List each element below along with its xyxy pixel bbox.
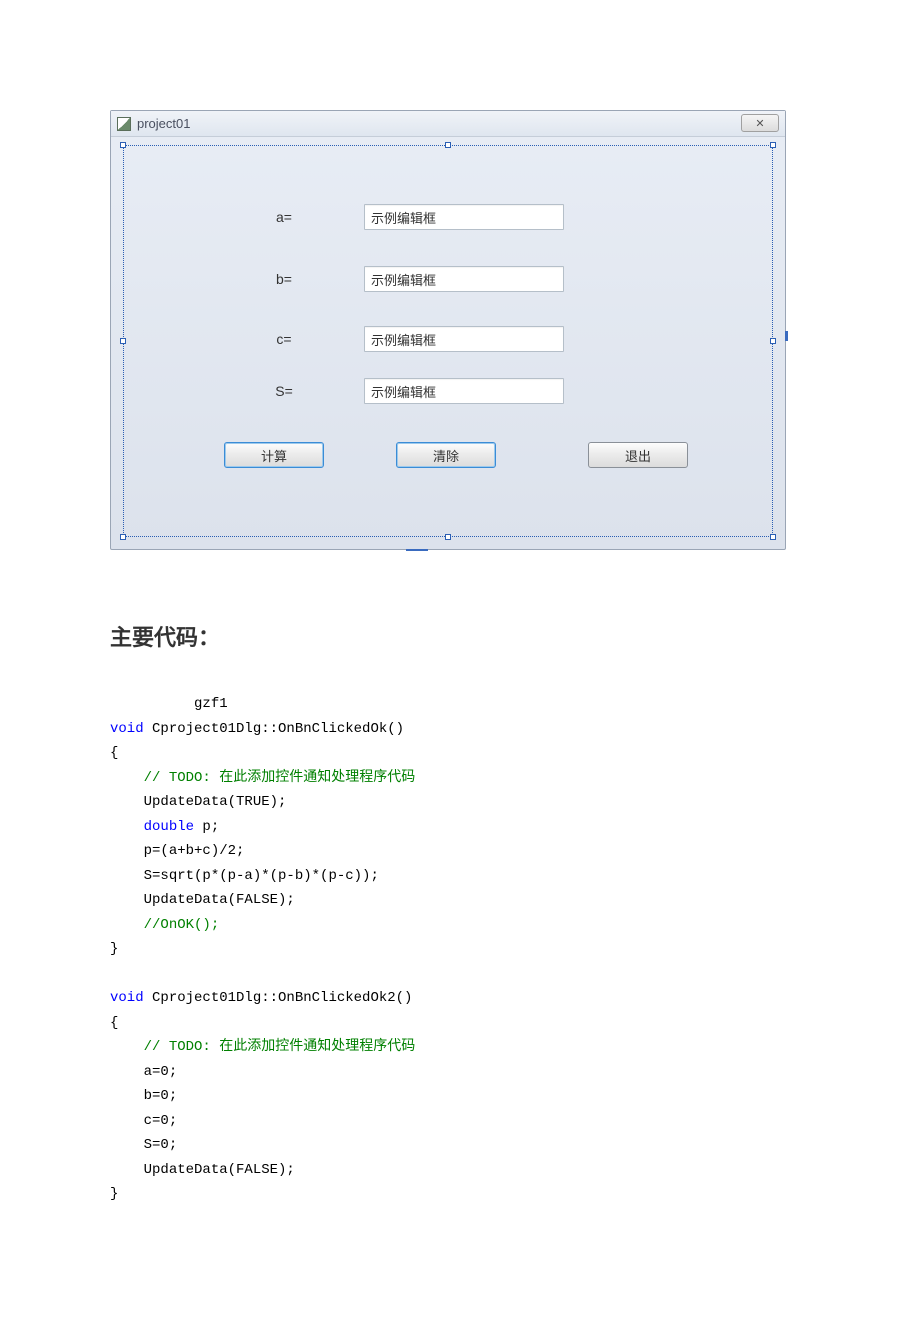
resize-handle-icon bbox=[770, 142, 776, 148]
label-s: S= bbox=[254, 383, 314, 399]
resize-handle-icon bbox=[120, 142, 126, 148]
row-a: a= 示例编辑框 bbox=[254, 204, 564, 230]
window-title: project01 bbox=[137, 116, 190, 131]
button-row: 计算 清除 退出 bbox=[124, 442, 772, 468]
label-b: b= bbox=[254, 271, 314, 287]
resize-handle-icon bbox=[445, 534, 451, 540]
row-s: S= 示例编辑框 bbox=[254, 378, 564, 404]
app-icon bbox=[117, 117, 131, 131]
code-block: gzf1 void Cproject01Dlg::OnBnClickedOk()… bbox=[110, 692, 810, 1207]
input-a[interactable]: 示例编辑框 bbox=[364, 204, 564, 230]
row-c: c= 示例编辑框 bbox=[254, 326, 564, 352]
input-c[interactable]: 示例编辑框 bbox=[364, 326, 564, 352]
close-icon: ✕ bbox=[755, 117, 764, 130]
resize-handle-icon bbox=[770, 338, 776, 344]
calculate-button[interactable]: 计算 bbox=[224, 442, 324, 468]
section-title: 主要代码： bbox=[110, 620, 810, 652]
title-bar: project01 ✕ bbox=[111, 111, 785, 137]
dialog-client-area: a= 示例编辑框 b= 示例编辑框 c= 示例编辑框 S= 示例编辑框 计算 清… bbox=[123, 145, 773, 537]
selection-marker-icon bbox=[406, 549, 428, 551]
label-c: c= bbox=[254, 331, 314, 347]
resize-handle-icon bbox=[120, 338, 126, 344]
resize-handle-icon bbox=[445, 142, 451, 148]
input-s[interactable]: 示例编辑框 bbox=[364, 378, 564, 404]
input-b[interactable]: 示例编辑框 bbox=[364, 266, 564, 292]
exit-button[interactable]: 退出 bbox=[588, 442, 688, 468]
dialog-window: project01 ✕ a= 示例编辑框 b= 示例编辑框 c= 示例编辑框 S… bbox=[110, 110, 786, 550]
row-b: b= 示例编辑框 bbox=[254, 266, 564, 292]
clear-button[interactable]: 清除 bbox=[396, 442, 496, 468]
resize-handle-icon bbox=[770, 534, 776, 540]
resize-handle-icon bbox=[120, 534, 126, 540]
close-button[interactable]: ✕ bbox=[741, 114, 779, 132]
selection-marker-icon bbox=[785, 331, 788, 341]
label-a: a= bbox=[254, 209, 314, 225]
